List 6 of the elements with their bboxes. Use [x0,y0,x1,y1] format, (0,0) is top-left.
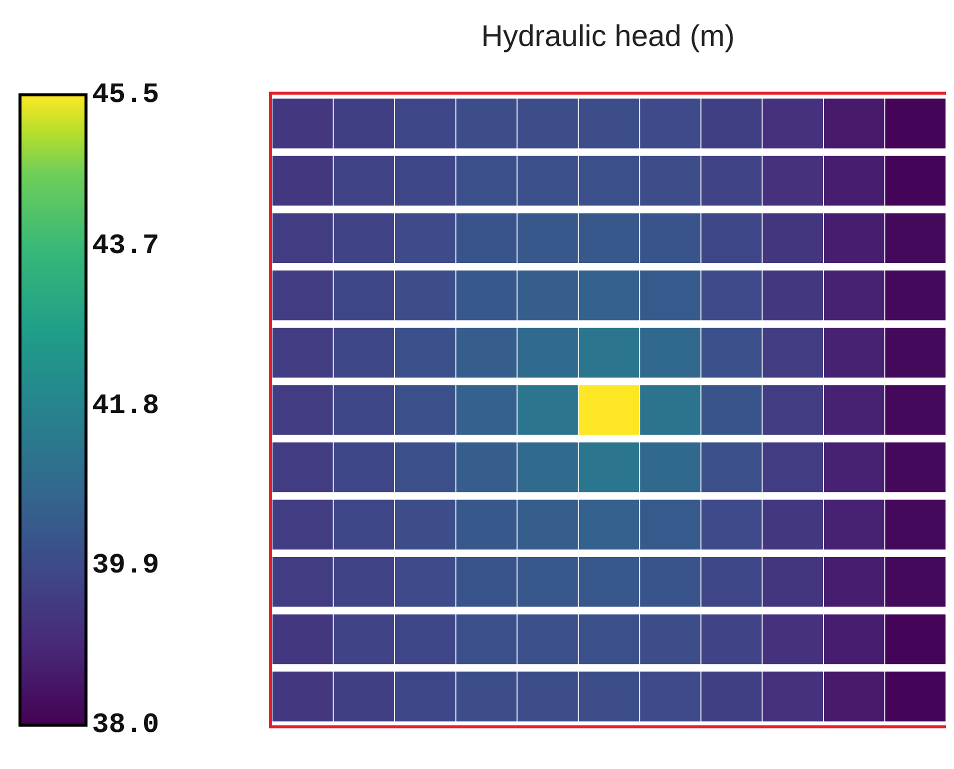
chart-title: Hydraulic head (m) [480,20,736,54]
color-bar-label: 41.8 [92,390,160,422]
color-bar-label: 43.7 [92,231,160,262]
color-bar-label: 39.9 [92,550,160,582]
color-bar-label: 45.5 [92,80,160,111]
color-bar-label: 38.0 [92,710,160,742]
